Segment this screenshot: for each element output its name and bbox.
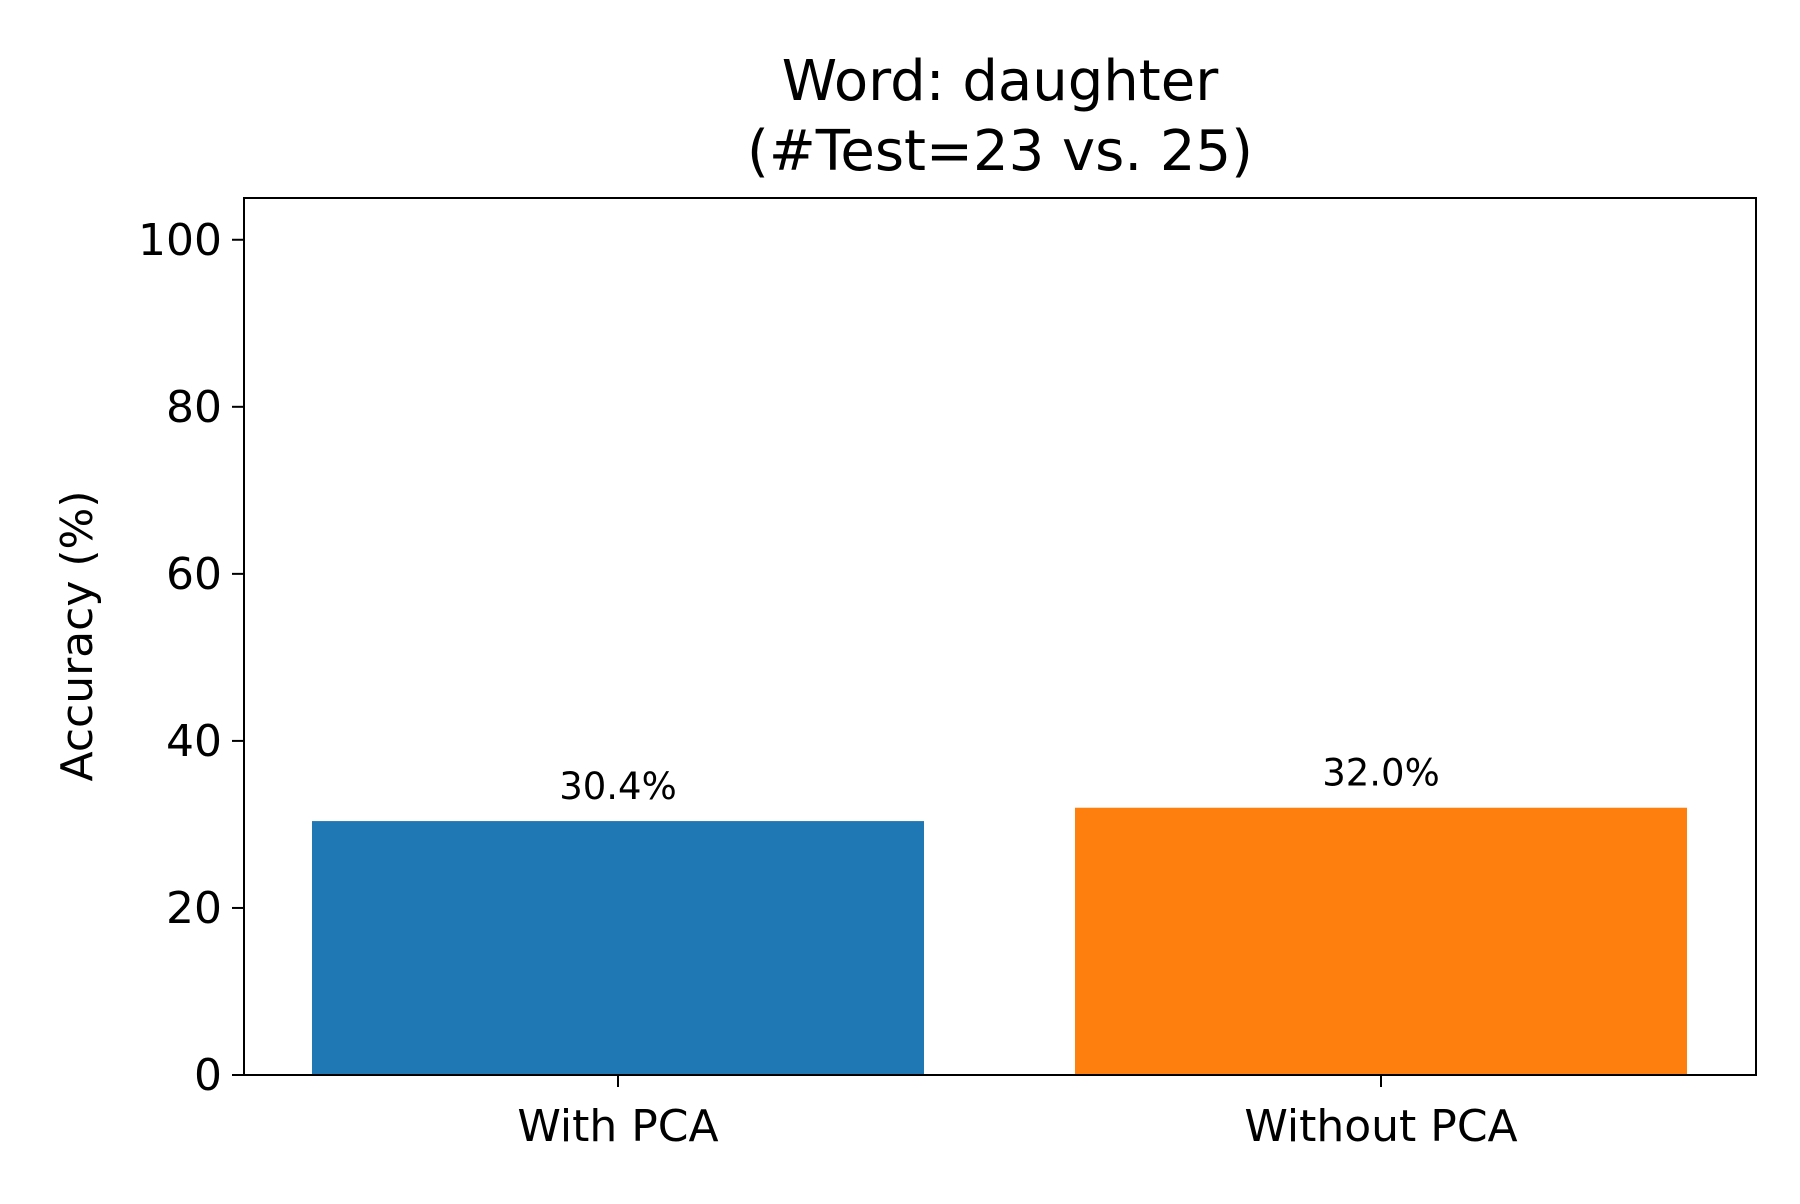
x-axis-ticks: With PCA Without PCA [517, 1075, 1518, 1152]
plot-area-frame [243, 197, 1757, 1076]
bar-value-label: 32.0% [1322, 752, 1440, 795]
bar [312, 821, 924, 1075]
y-tick-label: 60 [166, 549, 222, 600]
y-axis-label: Accuracy (%) [52, 490, 103, 781]
bar-value-label: 30.4% [559, 765, 677, 808]
bar-value-labels: 30.4% 32.0% [559, 752, 1440, 808]
y-tick-label: 80 [166, 382, 222, 433]
chart-title: Word: daughter [782, 49, 1219, 114]
x-tick-label: With PCA [517, 1101, 718, 1152]
bars [312, 807, 1687, 1075]
y-axis-ticks: 0 20 40 60 80 100 [138, 215, 244, 1101]
y-tick-label: 0 [194, 1050, 222, 1101]
y-tick-label: 100 [138, 215, 222, 266]
bar [1075, 807, 1687, 1075]
chart-subtitle: (#Test=23 vs. 25) [747, 119, 1253, 184]
y-tick-label: 40 [166, 716, 222, 767]
x-tick-label: Without PCA [1244, 1101, 1517, 1152]
y-tick-label: 20 [166, 883, 222, 934]
